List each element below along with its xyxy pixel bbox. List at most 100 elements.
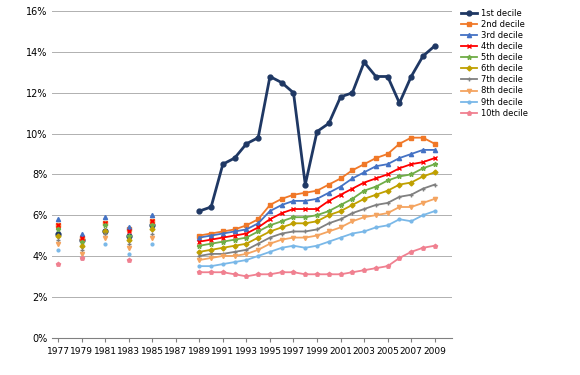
5th decile [266, 223, 273, 228]
9th decile [302, 246, 309, 250]
10th decile [325, 272, 332, 276]
7th decile [255, 242, 262, 246]
Line: 2nd decile: 2nd decile [197, 136, 437, 238]
5th decile [219, 239, 226, 244]
2nd decile [361, 162, 368, 166]
2nd decile [408, 135, 415, 140]
10th decile [243, 274, 250, 279]
Line: 1st decile: 1st decile [197, 44, 437, 213]
8th decile [314, 233, 321, 238]
4th decile [408, 162, 415, 166]
8th decile [325, 229, 332, 234]
5th decile [314, 213, 321, 217]
3rd decile [278, 203, 285, 207]
2nd decile [231, 227, 238, 232]
1st decile [361, 60, 368, 64]
1st decile [290, 91, 297, 95]
7th decile [337, 217, 344, 222]
10th decile [278, 270, 285, 274]
7th decile [314, 227, 321, 232]
8th decile [408, 205, 415, 209]
9th decile [325, 239, 332, 244]
8th decile [255, 248, 262, 252]
10th decile [314, 272, 321, 276]
6th decile [231, 243, 238, 248]
7th decile [302, 229, 309, 234]
10th decile [231, 272, 238, 276]
8th decile [337, 225, 344, 230]
9th decile [314, 243, 321, 248]
4th decile [231, 233, 238, 238]
6th decile [419, 174, 426, 178]
1st decile [408, 74, 415, 79]
1st decile [384, 74, 391, 79]
10th decile [419, 246, 426, 250]
4th decile [384, 172, 391, 177]
4th decile [361, 180, 368, 185]
6th decile [349, 203, 356, 207]
7th decile [208, 252, 215, 256]
7th decile [384, 201, 391, 205]
4th decile [349, 186, 356, 191]
2nd decile [219, 229, 226, 234]
10th decile [302, 272, 309, 276]
5th decile [208, 242, 215, 246]
8th decile [419, 201, 426, 205]
4th decile [314, 207, 321, 211]
3rd decile [196, 236, 203, 240]
4th decile [432, 156, 438, 160]
3rd decile [432, 148, 438, 152]
4th decile [219, 236, 226, 240]
4th decile [278, 211, 285, 215]
5th decile [278, 219, 285, 224]
8th decile [231, 254, 238, 258]
6th decile [208, 248, 215, 252]
3rd decile [337, 184, 344, 189]
2nd decile [290, 192, 297, 197]
9th decile [196, 264, 203, 268]
6th decile [243, 242, 250, 246]
7th decile [419, 186, 426, 191]
6th decile [278, 225, 285, 230]
2nd decile [255, 217, 262, 222]
2nd decile [243, 223, 250, 228]
7th decile [325, 221, 332, 226]
6th decile [361, 196, 368, 201]
8th decile [266, 242, 273, 246]
10th decile [290, 270, 297, 274]
5th decile [361, 188, 368, 193]
5th decile [255, 229, 262, 234]
1st decile [208, 205, 215, 209]
8th decile [361, 215, 368, 219]
5th decile [432, 162, 438, 166]
7th decile [243, 248, 250, 252]
2nd decile [196, 233, 203, 238]
3rd decile [255, 221, 262, 226]
7th decile [372, 203, 379, 207]
4th decile [196, 239, 203, 244]
1st decile [255, 135, 262, 140]
3rd decile [314, 196, 321, 201]
Line: 6th decile: 6th decile [198, 171, 437, 254]
3rd decile [208, 233, 215, 238]
5th decile [349, 196, 356, 201]
1st decile [219, 162, 226, 166]
1st decile [419, 54, 426, 58]
3rd decile [419, 148, 426, 152]
6th decile [372, 192, 379, 197]
10th decile [361, 268, 368, 273]
8th decile [196, 258, 203, 262]
1st decile [302, 182, 309, 187]
5th decile [196, 243, 203, 248]
7th decile [432, 182, 438, 187]
8th decile [372, 213, 379, 217]
6th decile [219, 246, 226, 250]
1st decile [266, 74, 273, 79]
8th decile [219, 254, 226, 258]
7th decile [349, 211, 356, 215]
10th decile [266, 272, 273, 276]
1st decile [196, 209, 203, 213]
2nd decile [396, 141, 403, 146]
9th decile [396, 217, 403, 222]
9th decile [219, 262, 226, 266]
